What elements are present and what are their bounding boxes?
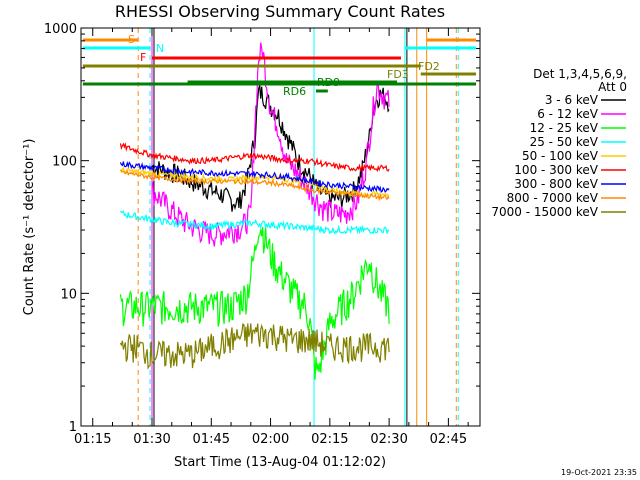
legend-entry-label: 100 - 300 keV xyxy=(514,163,598,177)
x-tick-label: 02:45 xyxy=(430,432,467,447)
state-bar-label: F xyxy=(140,51,146,64)
legend-entry-label: 25 - 50 keV xyxy=(530,135,599,149)
legend-entry-label: 6 - 12 keV xyxy=(537,107,599,121)
legend-entry-label: 7000 - 15000 keV xyxy=(491,205,598,219)
series-line xyxy=(119,323,390,370)
footer-date: 19-Oct-2021 23:35 xyxy=(561,468,637,477)
series-line xyxy=(119,225,390,380)
state-bar-label: FD3 xyxy=(387,68,409,81)
state-bars: SNFFD2FD3RD9RD6 xyxy=(82,33,477,98)
series-line xyxy=(120,169,390,202)
state-bar-label: RD6 xyxy=(283,85,306,98)
y-tick-label: 1000 xyxy=(44,22,77,37)
y-tick-label: 1 xyxy=(69,420,77,435)
chart-title: RHESSI Observing Summary Count Rates xyxy=(115,2,445,21)
legend-title-line-1: Det 1,3,4,5,6,9, xyxy=(533,67,627,81)
legend-entry-label: 12 - 25 keV xyxy=(530,121,599,135)
state-bar-label: N xyxy=(156,42,164,55)
legend-entry-label: 800 - 7000 keV xyxy=(507,191,599,205)
y-axis-label: Count Rate (s⁻¹ detector⁻¹) xyxy=(22,139,37,316)
legend-entry-label: 3 - 6 keV xyxy=(545,93,599,107)
series-group xyxy=(119,42,390,380)
plot-frame xyxy=(80,27,481,427)
series-line xyxy=(151,84,390,212)
legend-entry-label: 300 - 800 keV xyxy=(514,177,598,191)
series-line xyxy=(119,160,390,193)
series-line xyxy=(151,42,390,247)
x-tick-label: 02:15 xyxy=(311,432,348,447)
y-axis-ticks: 1 10 100 1000 xyxy=(44,22,480,435)
x-tick-label: 02:30 xyxy=(370,432,407,447)
x-axis-label: Start Time (13-Aug-04 01:12:02) xyxy=(174,455,386,470)
y-tick-label: 10 xyxy=(60,287,77,302)
y-tick-label: 100 xyxy=(52,155,77,170)
x-axis-ticks: 01:15 01:30 01:45 02:00 02:15 02:30 02:45 xyxy=(74,28,469,447)
series-line xyxy=(119,209,390,235)
state-bar-label: FD2 xyxy=(418,60,440,73)
series-line xyxy=(119,142,390,173)
x-tick-label: 02:00 xyxy=(252,432,289,447)
x-tick-label: 01:45 xyxy=(193,432,230,447)
legend-title-line-2: Att 0 xyxy=(598,80,627,94)
state-bar-label: S xyxy=(128,33,135,46)
x-tick-label: 01:30 xyxy=(133,432,170,447)
legend-entry-label: 50 - 100 keV xyxy=(522,149,599,163)
x-tick-label: 01:15 xyxy=(74,432,111,447)
series-line xyxy=(119,166,390,198)
